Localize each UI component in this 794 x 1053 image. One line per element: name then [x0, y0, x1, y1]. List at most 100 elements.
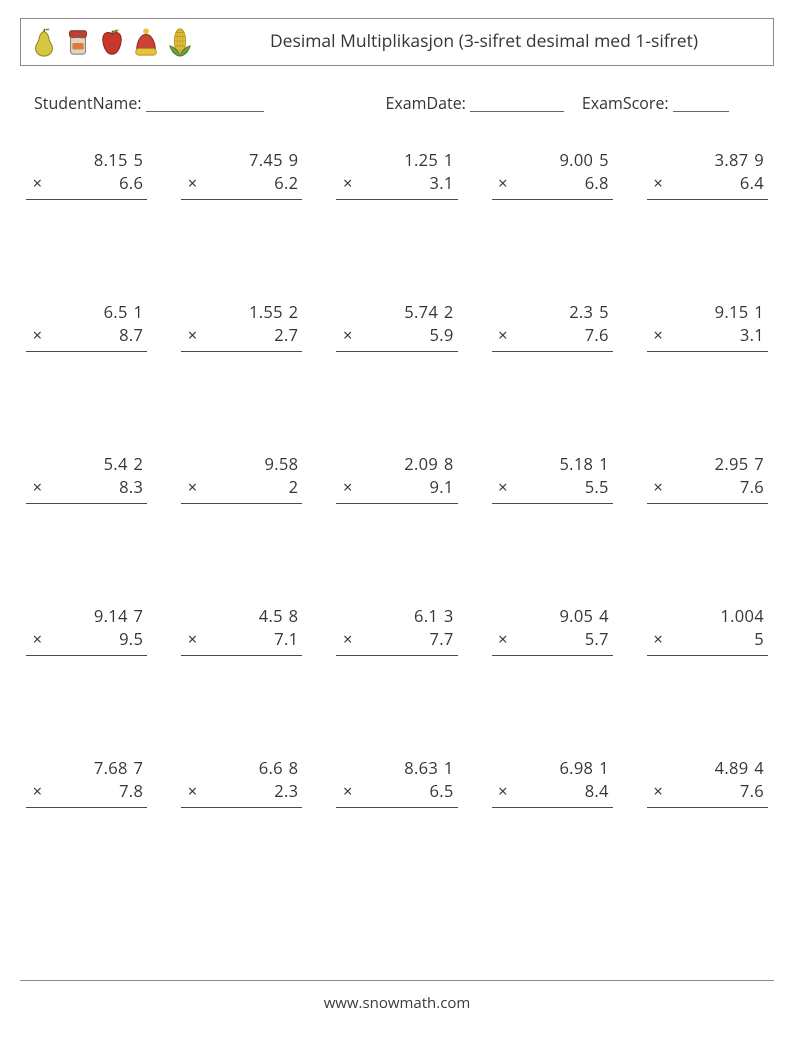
pear-icon	[29, 25, 59, 59]
answer-line[interactable]	[181, 503, 302, 504]
times-sign: ×	[186, 323, 197, 346]
problem: 9.005×6.8	[492, 148, 613, 200]
hat-icon	[131, 25, 161, 59]
multiplicand: 1.552	[249, 300, 302, 323]
exam-date-label: ExamDate:	[386, 92, 466, 114]
answer-line[interactable]	[181, 655, 302, 656]
times-sign: ×	[651, 779, 662, 802]
answer-line[interactable]	[492, 807, 613, 808]
times-sign: ×	[341, 475, 352, 498]
jar-icon	[63, 25, 93, 59]
answer-line[interactable]	[26, 503, 147, 504]
times-sign: ×	[496, 627, 507, 650]
answer-line[interactable]	[26, 199, 147, 200]
times-sign: ×	[186, 475, 197, 498]
times-sign: ×	[651, 475, 662, 498]
footer-link[interactable]: www.snowmath.com	[0, 981, 794, 1031]
multiplicand: 8.631	[404, 756, 457, 779]
multiplicand: 6.68	[259, 756, 303, 779]
answer-line[interactable]	[492, 199, 613, 200]
header-icons	[21, 25, 195, 59]
multiplicand: 5.742	[404, 300, 457, 323]
multiplier: 9.5	[119, 627, 147, 650]
multiplicand: 9.58	[265, 452, 303, 475]
answer-line[interactable]	[336, 807, 457, 808]
answer-line[interactable]	[647, 655, 768, 656]
times-sign: ×	[341, 627, 352, 650]
multiplier: 2	[289, 475, 303, 498]
problem: 9.147 × 9.5	[26, 604, 147, 656]
multiplier: 6.5	[429, 779, 457, 802]
answer-line[interactable]	[492, 351, 613, 352]
problem: 2.098 × 9.1	[336, 452, 457, 504]
multiplier: 3.1	[429, 171, 457, 194]
answer-line[interactable]	[26, 655, 147, 656]
answer-line[interactable]	[181, 351, 302, 352]
answer-line[interactable]	[336, 503, 457, 504]
problem: 2.957×7.6	[647, 452, 768, 504]
multiplicand: 5.42	[104, 452, 148, 475]
multiplicand: 9.005	[559, 148, 612, 171]
times-sign: ×	[651, 171, 662, 194]
multiplier: 7.6	[585, 323, 613, 346]
problem: 5.181×5.5	[492, 452, 613, 504]
multiplicand: 8.155	[94, 148, 147, 171]
times-sign: ×	[31, 779, 42, 802]
multiplier: 7.6	[740, 779, 768, 802]
answer-line[interactable]	[336, 351, 457, 352]
multiplicand: 6.981	[559, 756, 612, 779]
exam-date-blank[interactable]	[470, 95, 564, 112]
multiplicand: 6.51	[104, 300, 148, 323]
answer-line[interactable]	[26, 351, 147, 352]
multiplier: 6.8	[585, 171, 613, 194]
problem: 3.879×6.4	[647, 148, 768, 200]
problem: 2.35×7.6	[492, 300, 613, 352]
times-sign: ×	[31, 627, 42, 650]
problems-grid: 8.155×6.67.459×6.21.251×3.19.005×6.83.87…	[20, 148, 774, 808]
answer-line[interactable]	[336, 199, 457, 200]
multiplier: 7.6	[740, 475, 768, 498]
multiplicand: 2.098	[404, 452, 457, 475]
times-sign: ×	[496, 323, 507, 346]
times-sign: ×	[341, 323, 352, 346]
multiplier: 2.3	[274, 779, 302, 802]
multiplier: 7.8	[119, 779, 147, 802]
multiplier: 8.4	[585, 779, 613, 802]
answer-line[interactable]	[26, 807, 147, 808]
times-sign: ×	[496, 475, 507, 498]
answer-line[interactable]	[492, 655, 613, 656]
multiplier: 9.1	[429, 475, 457, 498]
times-sign: ×	[651, 627, 662, 650]
answer-line[interactable]	[181, 199, 302, 200]
multiplier: 7.1	[274, 627, 302, 650]
answer-line[interactable]	[647, 199, 768, 200]
problem: 7.459×6.2	[181, 148, 302, 200]
problem: 9.151×3.1	[647, 300, 768, 352]
answer-line[interactable]	[336, 655, 457, 656]
corn-icon	[165, 25, 195, 59]
answer-line[interactable]	[181, 807, 302, 808]
exam-score-blank[interactable]	[673, 95, 729, 112]
multiplier: 8.7	[119, 323, 147, 346]
times-sign: ×	[651, 323, 662, 346]
multiplicand: 1.004	[720, 604, 768, 627]
apple-icon	[97, 25, 127, 59]
problem: 8.155×6.6	[26, 148, 147, 200]
multiplier: 5	[754, 627, 768, 650]
problem: 1.004 × 5	[647, 604, 768, 656]
multiplicand: 4.58	[259, 604, 303, 627]
answer-line[interactable]	[492, 503, 613, 504]
student-info-line: StudentName: ExamDate: ExamScore:	[20, 92, 774, 114]
answer-line[interactable]	[647, 807, 768, 808]
problem: 6.981×8.4	[492, 756, 613, 808]
worksheet-title: Desimal Multiplikasjon (3-sifret desimal…	[195, 31, 773, 53]
answer-line[interactable]	[647, 503, 768, 504]
multiplicand: 6.13	[414, 604, 458, 627]
multiplier: 8.3	[119, 475, 147, 498]
problem: 1.251×3.1	[336, 148, 457, 200]
times-sign: ×	[31, 323, 42, 346]
student-name-blank[interactable]	[146, 95, 264, 112]
multiplicand: 9.147	[94, 604, 147, 627]
answer-line[interactable]	[647, 351, 768, 352]
multiplier: 5.9	[429, 323, 457, 346]
